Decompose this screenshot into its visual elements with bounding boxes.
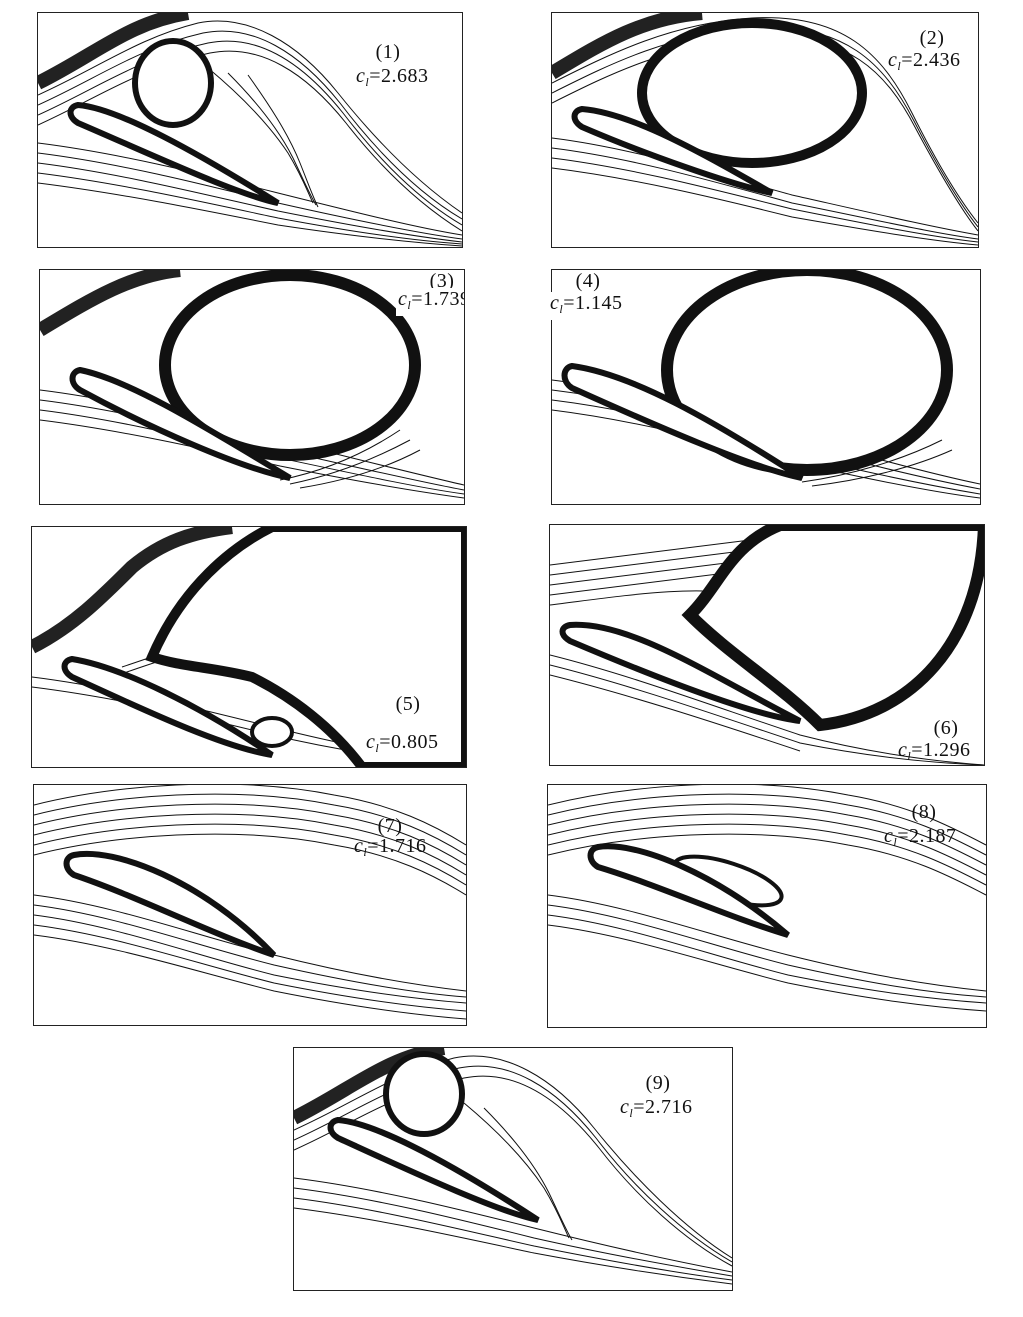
panel-8-ci-value: 2.187: [909, 825, 957, 847]
ci-subscript: l: [375, 741, 380, 755]
panel-6-ci-label: cl=1.296: [898, 739, 971, 765]
panel-9-ci-value: 2.716: [645, 1096, 693, 1118]
panel-6-number: (6): [933, 717, 959, 739]
streamline-plot-4: [552, 270, 980, 499]
ci-symbol: c: [884, 825, 894, 847]
ci-symbol: c: [356, 65, 366, 87]
panel-1-number: (1): [375, 41, 401, 63]
ci-symbol: c: [354, 835, 364, 857]
panel-8: (8) cl=2.187: [547, 784, 987, 1028]
panel-7: (7) cl=1.716: [33, 784, 467, 1026]
eq-sign: =: [901, 49, 914, 71]
panel-2-ci-label: cl=2.436: [888, 49, 961, 77]
panel-8-ci-label: cl=2.187: [884, 825, 957, 853]
panel-1-ci-value: 2.683: [381, 65, 429, 87]
panel-9-ci-label: cl=2.716: [620, 1096, 693, 1124]
streamline-plot-8: [548, 785, 986, 1012]
panel-1-ci-label: cl=2.683: [356, 65, 429, 93]
streamline-plot-1: [38, 13, 462, 247]
panel-1: (1) cl=2.683: [37, 12, 463, 248]
panel-4: (4): [551, 269, 981, 505]
streamline-plot-2: [552, 13, 978, 246]
panel-4-ci-value: 1.145: [575, 292, 623, 314]
panel-3-ci-value: 1.739: [423, 288, 464, 310]
ci-subscript: l: [407, 298, 412, 312]
panel-9: (9) cl=2.716: [293, 1047, 733, 1291]
panel-4-ci-label: cl=1.145: [548, 292, 625, 320]
streamline-plot-3: [40, 270, 464, 499]
panel-6: (6) cl=1.296: [549, 524, 985, 766]
panel-5-ci-label: cl=0.805: [366, 731, 439, 759]
eq-sign: =: [367, 835, 380, 857]
panel-7-ci-value: 1.716: [379, 835, 427, 857]
panel-3-ci-label: cl=1.739: [396, 288, 464, 316]
panel-5-ci-value: 0.805: [391, 731, 439, 753]
ci-subscript: l: [363, 845, 368, 859]
ci-subscript: l: [893, 835, 898, 849]
eq-sign: =: [379, 731, 392, 753]
ci-subscript: l: [559, 302, 564, 316]
streamline-plot-7: [34, 785, 466, 1020]
eq-sign: =: [563, 292, 576, 314]
panel-8-number: (8): [911, 801, 937, 823]
ci-symbol: c: [398, 288, 408, 310]
panel-2-number: (2): [919, 27, 945, 49]
ci-symbol: c: [366, 731, 376, 753]
eq-sign: =: [411, 288, 424, 310]
streamline-plot-5: [32, 527, 466, 767]
panel-2-ci-value: 2.436: [913, 49, 961, 71]
ci-symbol: c: [550, 292, 560, 314]
eq-sign: =: [897, 825, 910, 847]
panel-5-number: (5): [395, 693, 421, 715]
panel-3-number: (3): [420, 270, 464, 292]
panel-3: (3) cl=1.739: [39, 269, 465, 505]
panel-7-ci-label: cl=1.716: [354, 835, 427, 863]
eq-sign: =: [369, 65, 382, 87]
panel-6-ci-value: 1.296: [923, 739, 971, 761]
streamline-plot-6: [550, 525, 984, 765]
ci-subscript: l: [897, 59, 902, 73]
eq-sign: =: [633, 1096, 646, 1118]
ci-subscript: l: [629, 1106, 634, 1120]
panel-5: (5) cl=0.805: [31, 526, 467, 768]
panel-9-number: (9): [645, 1072, 671, 1094]
ci-symbol: c: [888, 49, 898, 71]
ci-symbol: c: [898, 739, 908, 761]
ci-subscript: l: [365, 75, 370, 89]
ci-subscript: l: [907, 749, 912, 763]
panel-2: (2) cl=2.436: [551, 12, 979, 248]
streamline-plot-9: [294, 1048, 732, 1285]
panel-4-number: (4): [566, 270, 610, 292]
panel-7-number: (7): [377, 815, 403, 837]
ci-symbol: c: [620, 1096, 630, 1118]
eq-sign: =: [911, 739, 924, 761]
